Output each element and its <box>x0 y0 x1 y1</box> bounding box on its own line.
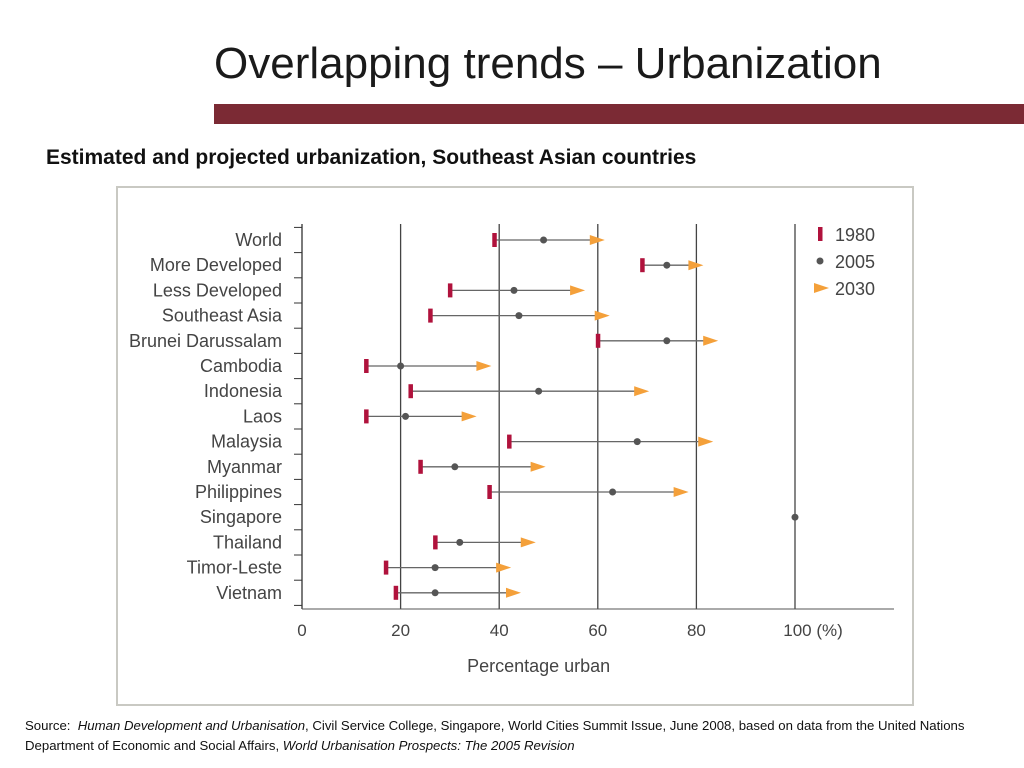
source-prefix: Source: <box>25 718 71 733</box>
marker-1980 <box>487 485 492 499</box>
category-label: More Developed <box>150 255 282 275</box>
category-label: Myanmar <box>207 457 282 477</box>
point-2005 <box>397 362 405 370</box>
marker-1980 <box>433 535 438 550</box>
point-2005 <box>451 463 459 471</box>
legend-marker-1980 <box>818 227 823 241</box>
marker-2030 <box>688 260 704 271</box>
marker-1980 <box>408 384 413 399</box>
legend-marker-2005 <box>816 257 824 265</box>
x-tick-label: 80 <box>687 621 706 640</box>
point-2005 <box>402 412 410 420</box>
marker-2030 <box>496 562 512 573</box>
slide-title: Overlapping trends – Urbanization <box>214 39 882 88</box>
x-tick-label: 0 <box>297 621 306 640</box>
category-label: Laos <box>243 406 282 426</box>
marker-1980 <box>393 585 399 600</box>
point-2005 <box>791 513 799 521</box>
x-tick-label: 60 <box>588 621 607 640</box>
marker-2030 <box>673 487 689 497</box>
legend-marker-2030 <box>814 283 829 293</box>
marker-2030 <box>698 436 714 447</box>
point-2005 <box>431 589 439 597</box>
category-label: Singapore <box>200 507 282 527</box>
marker-2030 <box>594 310 610 321</box>
category-label: World <box>235 230 282 250</box>
category-label: Cambodia <box>200 356 283 376</box>
point-2005 <box>633 438 641 446</box>
marker-2030 <box>589 235 605 245</box>
point-2005 <box>510 286 518 294</box>
marker-2030 <box>520 537 536 548</box>
marker-1980 <box>640 258 645 273</box>
marker-2030 <box>476 361 492 371</box>
urbanization-chart: 0 20 40 60 80 100 (%) Percentage urban World Mor… <box>129 224 894 676</box>
category-label: Malaysia <box>211 432 283 452</box>
marker-2030 <box>634 386 650 397</box>
marker-1980 <box>595 333 601 348</box>
category-label: Southeast Asia <box>162 306 283 326</box>
marker-1980 <box>447 283 453 298</box>
legend-label-2030: 2030 <box>835 279 875 299</box>
x-tick-label: 40 <box>490 621 509 640</box>
point-2005 <box>456 538 464 546</box>
chart-frame: 0 20 40 60 80 100 (%) Percentage urban World Mor… <box>116 186 914 706</box>
source-details: , Civil Service College, Singapore, Worl… <box>25 718 965 753</box>
marker-1980 <box>507 434 512 449</box>
marker-1980 <box>364 359 369 373</box>
x-tick-label: 20 <box>391 621 410 640</box>
marker-2030 <box>703 335 719 346</box>
marker-1980 <box>364 409 369 424</box>
category-label: Vietnam <box>216 583 282 603</box>
marker-2030 <box>530 461 546 472</box>
legend-label-1980: 1980 <box>835 225 875 245</box>
category-label: Brunei Darussalam <box>129 331 282 351</box>
category-label: Timor-Leste <box>187 558 282 578</box>
marker-2030 <box>461 411 477 422</box>
source-book-title: Human Development and Urbanisation <box>77 718 306 733</box>
marker-1980 <box>418 459 423 474</box>
point-2005 <box>535 387 543 395</box>
marker-1980 <box>492 233 497 247</box>
x-axis-label: Percentage urban <box>467 656 610 676</box>
category-label: Less Developed <box>153 280 282 300</box>
category-label: Philippines <box>195 482 282 502</box>
legend-label-2005: 2005 <box>835 252 875 272</box>
source-report-title: World Urbanisation Prospects: The 2005 R… <box>282 738 575 753</box>
source-note: Source: Human Development and Urbanisati… <box>25 716 985 756</box>
category-label: Thailand <box>213 532 282 552</box>
point-2005 <box>663 261 671 269</box>
marker-2030 <box>570 285 586 296</box>
x-tick-label: 100 (%) <box>783 621 843 640</box>
point-2005 <box>515 312 523 320</box>
marker-1980 <box>428 308 433 323</box>
category-label: Indonesia <box>204 381 283 401</box>
marker-1980 <box>383 560 389 575</box>
point-2005 <box>663 337 671 345</box>
marker-2030 <box>505 587 521 598</box>
title-accent-bar <box>214 104 1024 124</box>
chart-subtitle: Estimated and projected urbanization, So… <box>46 146 697 169</box>
point-2005 <box>431 564 439 572</box>
point-2005 <box>540 236 548 244</box>
point-2005 <box>609 488 617 496</box>
